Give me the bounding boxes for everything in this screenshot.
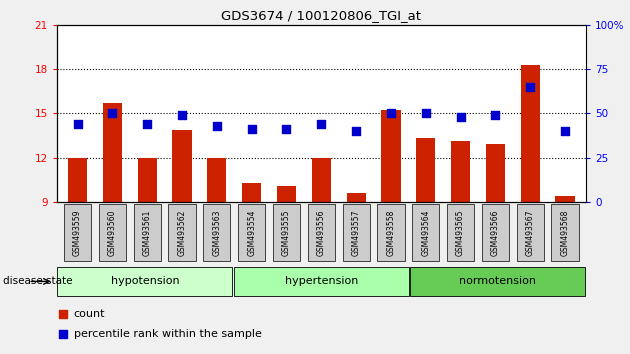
Point: [282, 126, 292, 132]
Text: GSM493557: GSM493557: [352, 210, 360, 256]
FancyBboxPatch shape: [517, 204, 544, 261]
Bar: [381, 110, 401, 202]
Bar: [68, 158, 87, 202]
Point: [316, 121, 326, 127]
FancyBboxPatch shape: [377, 204, 404, 261]
FancyBboxPatch shape: [273, 204, 300, 261]
Text: GSM493561: GSM493561: [143, 210, 152, 256]
Point: [490, 112, 500, 118]
FancyBboxPatch shape: [343, 204, 370, 261]
Point: [107, 110, 117, 116]
Text: GSM493559: GSM493559: [73, 210, 82, 256]
Bar: [207, 158, 226, 202]
Text: GSM493556: GSM493556: [317, 210, 326, 256]
Bar: [103, 103, 122, 202]
FancyBboxPatch shape: [447, 204, 474, 261]
Text: percentile rank within the sample: percentile rank within the sample: [74, 329, 261, 339]
Point: [177, 112, 187, 118]
Text: GSM493563: GSM493563: [212, 210, 221, 256]
Point: [525, 84, 536, 90]
Point: [142, 121, 152, 127]
Text: GSM493568: GSM493568: [561, 210, 570, 256]
Text: GSM493566: GSM493566: [491, 210, 500, 256]
FancyBboxPatch shape: [482, 204, 509, 261]
Point: [560, 128, 570, 134]
Bar: [346, 193, 365, 202]
Point: [455, 114, 466, 120]
Text: hypertension: hypertension: [285, 276, 358, 286]
Bar: [242, 183, 261, 202]
Point: [386, 110, 396, 116]
Point: [58, 331, 68, 336]
FancyBboxPatch shape: [410, 267, 585, 296]
Bar: [556, 196, 575, 202]
Point: [351, 128, 361, 134]
Text: GSM493567: GSM493567: [525, 210, 535, 256]
Bar: [137, 158, 157, 202]
FancyBboxPatch shape: [551, 204, 578, 261]
Point: [58, 312, 68, 317]
FancyBboxPatch shape: [134, 204, 161, 261]
FancyBboxPatch shape: [412, 204, 439, 261]
FancyBboxPatch shape: [168, 204, 195, 261]
Point: [212, 123, 222, 129]
Text: GSM493560: GSM493560: [108, 210, 117, 256]
Point: [246, 126, 256, 132]
Text: hypotension: hypotension: [111, 276, 179, 286]
Text: GSM493554: GSM493554: [247, 210, 256, 256]
Point: [72, 121, 83, 127]
FancyBboxPatch shape: [57, 267, 232, 296]
Text: GSM493565: GSM493565: [456, 210, 465, 256]
Bar: [486, 144, 505, 202]
FancyBboxPatch shape: [307, 204, 335, 261]
Bar: [520, 65, 540, 202]
FancyBboxPatch shape: [64, 204, 91, 261]
Text: GSM493555: GSM493555: [282, 210, 291, 256]
FancyBboxPatch shape: [203, 204, 231, 261]
Text: GSM493558: GSM493558: [386, 210, 396, 256]
Text: count: count: [74, 309, 105, 319]
Text: disease state: disease state: [3, 276, 72, 286]
Bar: [451, 141, 470, 202]
Bar: [173, 130, 192, 202]
Text: GSM493562: GSM493562: [178, 210, 186, 256]
Bar: [312, 158, 331, 202]
Text: GSM493564: GSM493564: [421, 210, 430, 256]
FancyBboxPatch shape: [99, 204, 126, 261]
Bar: [416, 138, 435, 202]
Point: [421, 110, 431, 116]
Title: GDS3674 / 100120806_TGI_at: GDS3674 / 100120806_TGI_at: [221, 9, 421, 22]
FancyBboxPatch shape: [234, 267, 409, 296]
FancyBboxPatch shape: [238, 204, 265, 261]
Bar: [277, 185, 296, 202]
Text: normotension: normotension: [459, 276, 536, 286]
